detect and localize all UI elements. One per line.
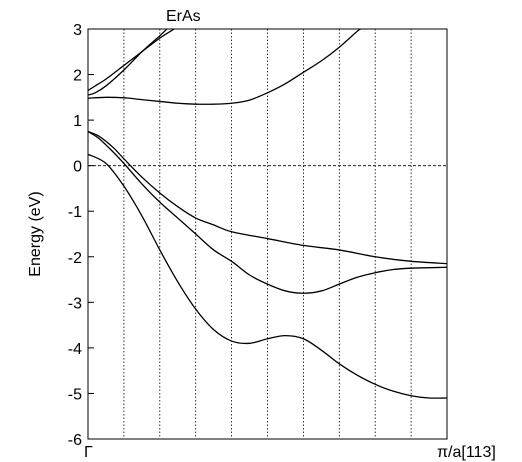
y-tick-label: -6 bbox=[68, 432, 82, 449]
chart-title: ErAs bbox=[166, 8, 201, 25]
y-tick-label: -4 bbox=[68, 341, 82, 358]
y-tick-label: -5 bbox=[68, 386, 82, 403]
y-tick-label: 3 bbox=[73, 22, 82, 39]
band-line-3 bbox=[87, 28, 362, 105]
band-line-5 bbox=[87, 130, 448, 294]
vertical-grid-lines bbox=[123, 29, 412, 439]
band-line-6 bbox=[87, 153, 448, 399]
x-tick-label-end: π/a[113] bbox=[437, 444, 496, 461]
y-tick-label: 0 bbox=[73, 159, 82, 176]
band-line-1 bbox=[87, 28, 175, 92]
y-axis-ticks: -6 -5 -4 -3 -2 -1 0 1 2 3 bbox=[68, 22, 94, 449]
band-line-4 bbox=[87, 130, 448, 265]
x-tick-label-gamma: Γ bbox=[84, 444, 93, 461]
band-line-2 bbox=[87, 28, 168, 96]
y-tick-label: -3 bbox=[68, 295, 82, 312]
plot-frame bbox=[87, 28, 448, 440]
y-tick-label: 1 bbox=[73, 113, 82, 130]
y-tick-label: -2 bbox=[68, 250, 82, 267]
y-tick-label: -1 bbox=[68, 204, 82, 221]
band-lines bbox=[87, 28, 448, 399]
y-axis-label: Energy (eV) bbox=[27, 191, 44, 276]
y-tick-label: 2 bbox=[73, 68, 82, 85]
